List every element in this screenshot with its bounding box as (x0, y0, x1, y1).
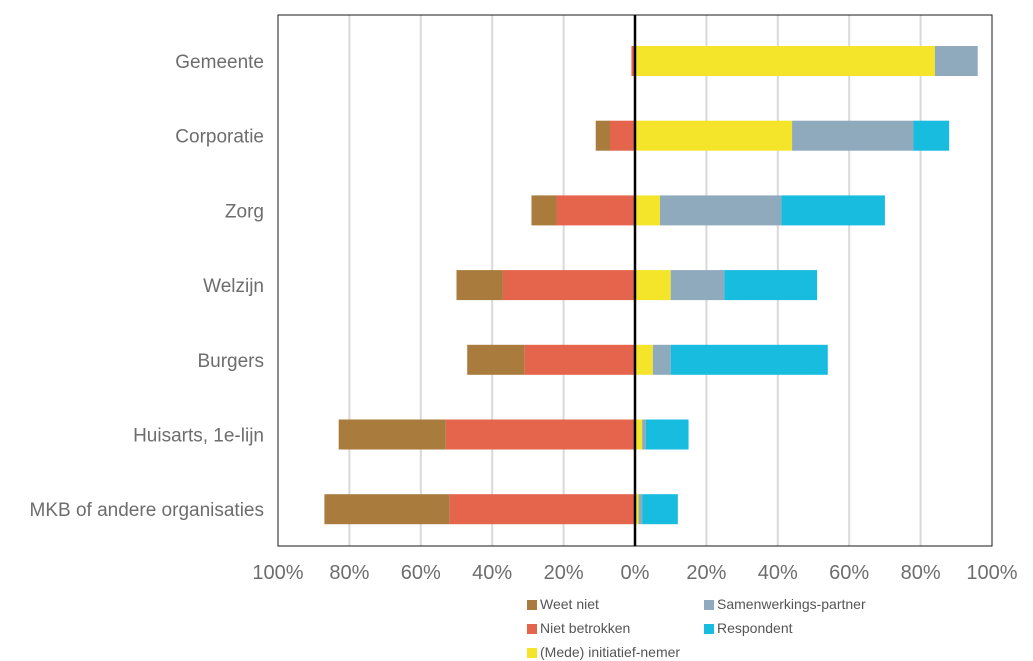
bars (324, 46, 978, 525)
bar-weet-niet (467, 344, 525, 375)
bar-niet-betrokken (556, 195, 635, 226)
category-label: Welzijn (203, 276, 264, 297)
bar-respondent (670, 344, 828, 375)
legend-label: Samenwerkings-partner (717, 596, 866, 612)
bar-niet-betrokken (445, 419, 635, 450)
x-tick-label: 60% (401, 562, 441, 584)
bar-samenwerkings-partner (659, 195, 782, 226)
bar-respondent (724, 270, 818, 301)
x-tick-label: 0% (621, 562, 650, 584)
legend-label: Weet niet (540, 596, 599, 612)
legend-swatch (527, 624, 537, 634)
bar-mede-initiatief-nemer (635, 494, 639, 525)
bar-weet-niet (338, 419, 446, 450)
category-label: MKB of andere organisaties (30, 500, 264, 521)
x-tick-labels: 100% 80% 60% 40% 20% 0% 20% 40% 60% 80% 100% (252, 562, 1017, 584)
bar-mede-initiatief-nemer (635, 46, 935, 76)
bar-weet-niet (324, 494, 450, 525)
legend-swatch (704, 624, 714, 634)
bar-weet-niet (595, 120, 611, 151)
bar-respondent (913, 120, 950, 151)
bar-samenwerkings-partner (934, 46, 978, 76)
bar-samenwerkings-partner (638, 494, 643, 525)
bar-mede-initiatief-nemer (635, 344, 653, 375)
legend: Weet niet Samenwerkings-partner Niet betro… (527, 596, 866, 660)
bar-respondent (781, 195, 885, 226)
bar-niet-betrokken (610, 120, 635, 151)
category-label: Burgers (197, 351, 264, 372)
bar-mede-initiatief-nemer (635, 270, 671, 301)
bar-niet-betrokken (524, 344, 635, 375)
x-tick-label: 60% (829, 562, 869, 584)
bar-samenwerkings-partner (670, 270, 725, 301)
x-tick-label: 40% (758, 562, 798, 584)
category-label: Corporatie (175, 127, 264, 148)
bar-weet-niet (456, 270, 503, 301)
x-tick-label: 80% (329, 562, 369, 584)
x-tick-label: 20% (544, 562, 584, 584)
bar-samenwerkings-partner (792, 120, 914, 151)
bar-respondent (642, 494, 678, 525)
bar-samenwerkings-partner (642, 419, 646, 450)
legend-label: (Mede) initiatief-nemer (540, 644, 680, 660)
legend-swatch (704, 600, 714, 610)
x-tick-label: 100% (966, 562, 1017, 584)
bar-mede-initiatief-nemer (635, 195, 660, 226)
bar-weet-niet (531, 195, 557, 226)
x-tick-label: 20% (686, 562, 726, 584)
bar-respondent (645, 419, 689, 450)
category-label: Huisarts, 1e-lijn (133, 426, 264, 447)
legend-label: Niet betrokken (540, 620, 630, 636)
x-tick-label: 100% (252, 562, 303, 584)
bar-niet-betrokken (449, 494, 635, 525)
x-tick-label: 80% (901, 562, 941, 584)
bar-mede-initiatief-nemer (635, 419, 643, 450)
legend-swatch (527, 600, 537, 610)
bar-mede-initiatief-nemer (635, 120, 793, 151)
category-labels: Gemeente Corporatie Zorg Welzijn Burgers Huis… (30, 52, 264, 521)
category-label: Zorg (225, 201, 264, 222)
x-tick-label: 40% (472, 562, 512, 584)
bar-niet-betrokken (502, 270, 635, 301)
legend-swatch (527, 648, 537, 658)
bar-samenwerkings-partner (652, 344, 671, 375)
legend-label: Respondent (717, 620, 793, 636)
bar-niet-betrokken (631, 46, 635, 76)
category-label: Gemeente (175, 52, 264, 73)
